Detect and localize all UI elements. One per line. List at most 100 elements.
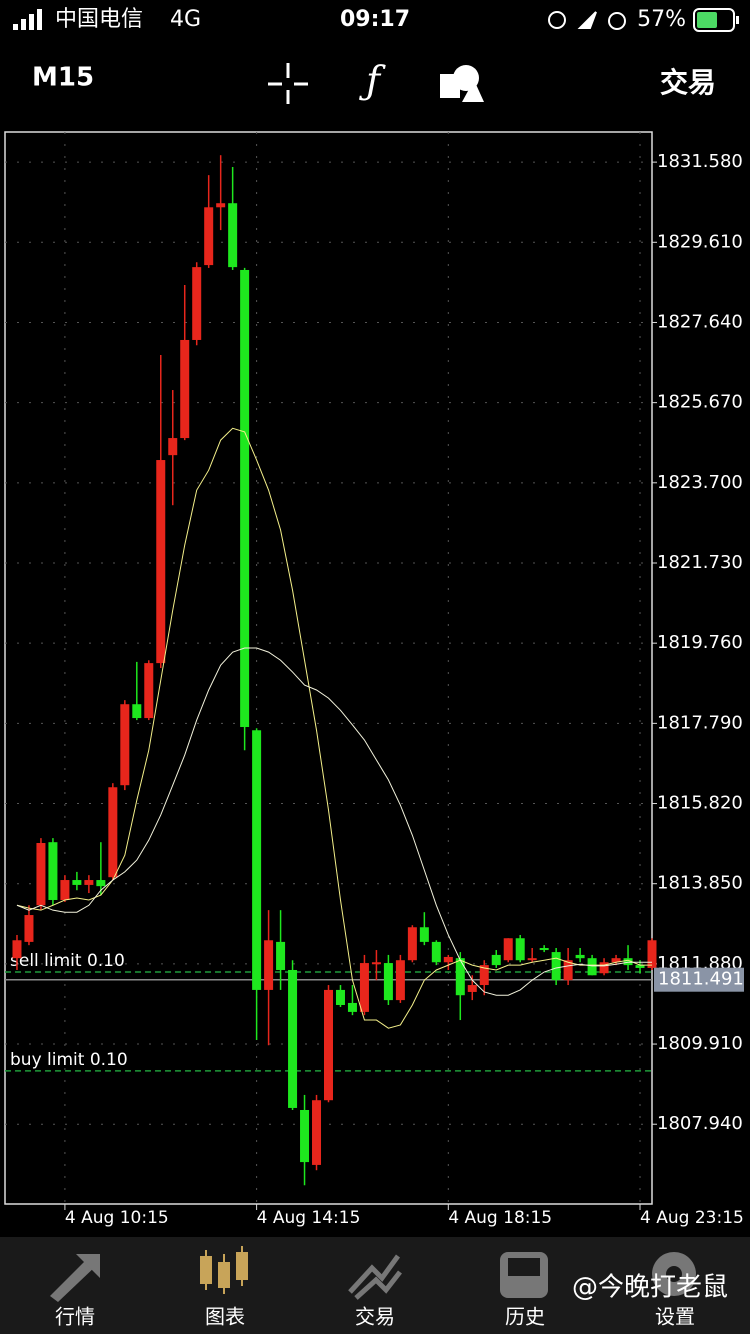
candle-body bbox=[144, 663, 154, 719]
candle-body bbox=[312, 1100, 322, 1165]
candle-body bbox=[216, 203, 226, 208]
tab-label[interactable]: 图表 bbox=[205, 1305, 245, 1329]
x-tick-label: 4 Aug 18:15 bbox=[448, 1208, 552, 1228]
candle-body bbox=[252, 730, 262, 990]
carrier: 中国电信 bbox=[55, 7, 143, 32]
x-tick-label: 4 Aug 10:15 bbox=[65, 1208, 169, 1228]
price-box-label: 1811.491 bbox=[658, 969, 744, 990]
tab-label[interactable]: 历史 bbox=[505, 1305, 545, 1329]
timeframe[interactable]: M15 bbox=[32, 63, 94, 93]
chart-icon bbox=[200, 1246, 248, 1294]
y-tick-label: 1823.700 bbox=[657, 472, 743, 493]
candle-body bbox=[96, 880, 106, 887]
candle-body bbox=[479, 965, 489, 986]
x-tick-label: 4 Aug 23:15 bbox=[640, 1208, 744, 1228]
candle-body bbox=[60, 880, 70, 900]
chart: 1831.580 1829.610 1827.640 1825.670 1823.700… bbox=[5, 132, 744, 1228]
y-tick-label: 1829.610 bbox=[657, 231, 743, 252]
candle-body bbox=[635, 965, 645, 968]
tab-label[interactable]: 设置 bbox=[655, 1305, 695, 1329]
status-icons bbox=[548, 11, 626, 30]
candle-body bbox=[24, 915, 34, 942]
y-tick-label: 1831.580 bbox=[657, 151, 743, 172]
candle-body bbox=[347, 1002, 357, 1012]
candle-body bbox=[132, 704, 142, 719]
candle-body bbox=[563, 960, 573, 981]
candle-body bbox=[324, 989, 333, 1101]
candle-body bbox=[647, 940, 657, 968]
candle-body bbox=[335, 989, 345, 1005]
settings-icon bbox=[652, 1252, 696, 1296]
network: 4G bbox=[170, 7, 201, 32]
price-box bbox=[654, 967, 744, 992]
candle-body bbox=[48, 842, 58, 900]
candle-body bbox=[300, 1109, 310, 1163]
crosshair-button[interactable] bbox=[268, 63, 308, 104]
candle-body bbox=[467, 985, 477, 992]
y-tick-label: 1809.910 bbox=[657, 1033, 743, 1054]
ma-line bbox=[16, 427, 652, 1029]
candle-body bbox=[168, 438, 178, 456]
candle-body bbox=[12, 940, 22, 959]
objects-button[interactable] bbox=[440, 65, 484, 102]
candle-body bbox=[491, 954, 501, 966]
candle-body bbox=[623, 958, 633, 966]
candle-body bbox=[192, 267, 202, 340]
candle-body bbox=[120, 704, 130, 786]
candle-body bbox=[383, 963, 393, 1001]
candle-body bbox=[515, 938, 525, 961]
ma-line bbox=[16, 647, 652, 996]
candle-body bbox=[587, 958, 597, 976]
y-tick-label: 1813.850 bbox=[657, 873, 743, 894]
candle-body bbox=[407, 927, 417, 961]
chart-frame bbox=[4, 131, 653, 1205]
candle-body bbox=[276, 941, 286, 970]
watermark: @今晚打老鼠 bbox=[572, 1273, 728, 1303]
candle-body bbox=[539, 948, 549, 951]
candle-body bbox=[395, 960, 405, 1001]
candle-body bbox=[204, 207, 214, 266]
candle-body bbox=[288, 969, 298, 1108]
candle-body bbox=[84, 880, 94, 885]
history-icon bbox=[500, 1252, 548, 1298]
y-tick-label: 1819.760 bbox=[657, 632, 743, 653]
candle-body bbox=[180, 339, 190, 439]
x-tick-label: 4 Aug 14:15 bbox=[257, 1208, 361, 1228]
candle-body bbox=[611, 958, 621, 963]
y-tick-label: 1815.820 bbox=[657, 793, 743, 814]
candle-body bbox=[36, 843, 46, 906]
y-tick-label: 1807.940 bbox=[657, 1113, 743, 1134]
trade-icon bbox=[348, 1254, 402, 1300]
battery-level: 57% bbox=[637, 7, 686, 32]
tab-label[interactable]: 交易 bbox=[355, 1305, 395, 1329]
clock: 09:17 bbox=[340, 7, 410, 32]
order-label: buy limit 0.10 bbox=[10, 1050, 128, 1070]
candle-body bbox=[419, 927, 429, 942]
candle-body bbox=[575, 954, 585, 959]
candle-body bbox=[599, 962, 609, 974]
tab-bar bbox=[0, 1237, 750, 1334]
y-tick-label: 1827.640 bbox=[657, 311, 743, 332]
order-label: sell limit 0.10 bbox=[10, 951, 125, 971]
candle-body bbox=[371, 962, 381, 965]
trade-button[interactable]: 交易 bbox=[660, 66, 716, 99]
candle-body bbox=[72, 880, 82, 885]
candle-body bbox=[527, 958, 537, 961]
quotes-icon bbox=[50, 1254, 100, 1302]
candle-body bbox=[503, 938, 513, 961]
candle-body bbox=[431, 941, 441, 963]
candle-body bbox=[108, 787, 118, 878]
y-tick-label: 1817.790 bbox=[657, 712, 743, 733]
candle-body bbox=[551, 952, 561, 981]
signal-icon bbox=[13, 9, 42, 30]
candle-body bbox=[240, 269, 250, 728]
tab-label[interactable]: 行情 bbox=[55, 1305, 95, 1329]
candle-body bbox=[264, 940, 274, 990]
candle-body bbox=[455, 958, 465, 996]
candle-body bbox=[156, 460, 166, 664]
candle-body bbox=[228, 203, 238, 268]
y-tick-label: 1825.670 bbox=[657, 392, 743, 413]
candle-body bbox=[443, 956, 453, 963]
